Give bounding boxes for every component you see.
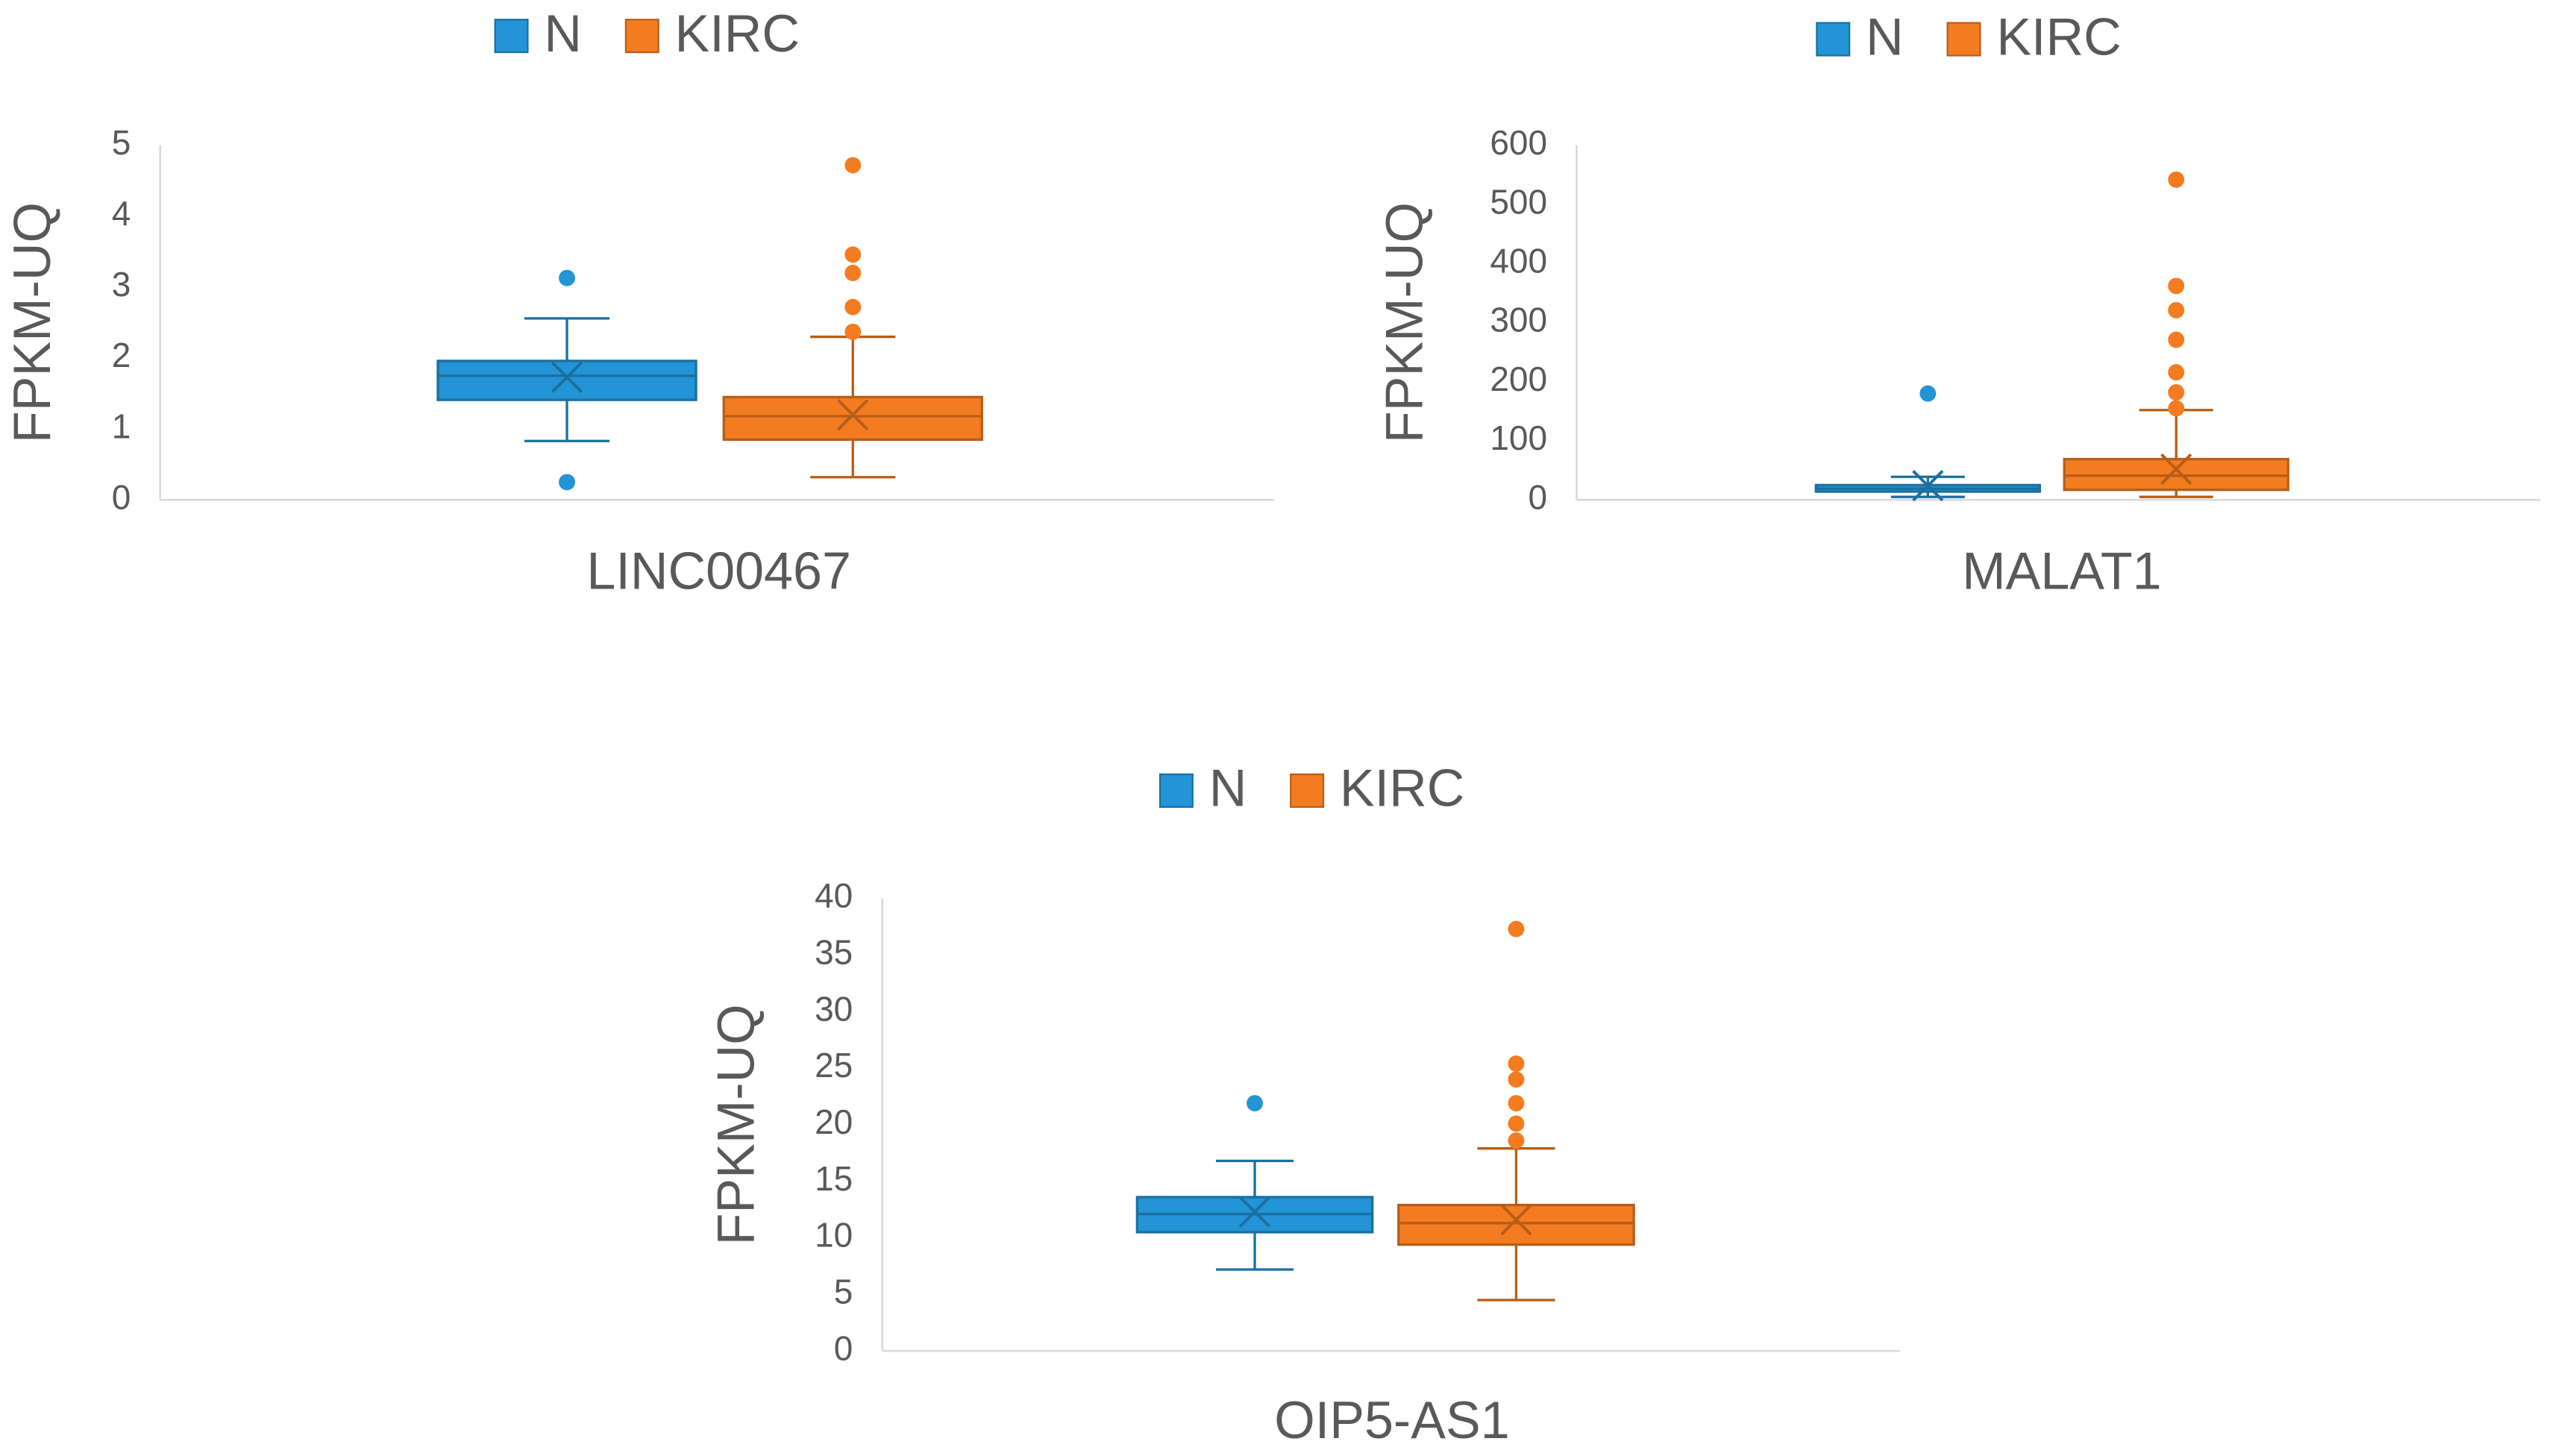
y-tick-label: 35 <box>815 933 853 972</box>
y-tick-label: 0 <box>834 1328 853 1367</box>
outlier <box>844 157 862 174</box>
legend-swatch <box>1159 773 1194 808</box>
legend-swatch <box>1816 22 1851 57</box>
outlier <box>2168 364 2185 381</box>
outlier <box>2168 331 2185 348</box>
y-tick-label: 200 <box>1490 360 1547 398</box>
chart: 0 1 2 3 4 5 FPKM-UQ LINC00467 N KIRC <box>3 4 1275 600</box>
box <box>436 360 697 401</box>
outlier <box>1508 920 1525 938</box>
outlier <box>844 265 862 281</box>
outlier <box>2168 171 2185 188</box>
mean-marker <box>837 398 869 431</box>
box <box>1397 1203 1635 1246</box>
legend-swatch <box>624 19 659 54</box>
x-category-label: OIP5-AS1 <box>1274 1391 1510 1449</box>
outlier <box>1508 1095 1525 1111</box>
mean-marker <box>1238 1196 1271 1228</box>
outlier <box>1247 1095 1263 1111</box>
y-axis-label: FPKM-UQ <box>3 202 61 443</box>
y-tick-label: 25 <box>815 1046 853 1085</box>
y-tick-label: 10 <box>815 1216 853 1255</box>
outlier <box>559 474 575 491</box>
y-tick-label: 0 <box>1528 477 1547 516</box>
outlier <box>2168 301 2185 318</box>
y-tick-label: 600 <box>1490 123 1547 162</box>
y-tick-label: 4 <box>112 194 131 233</box>
y-axis-label: FPKM-UQ <box>707 1004 765 1245</box>
outlier <box>1508 1132 1525 1149</box>
legend-label: KIRC <box>1340 759 1464 818</box>
outlier <box>2168 277 2185 295</box>
legend-label: N <box>1866 7 1904 66</box>
y-tick-label: 500 <box>1490 182 1547 221</box>
x-category-label: LINC00467 <box>586 542 851 600</box>
legend-label: N <box>1209 759 1247 818</box>
mean-marker <box>551 361 583 393</box>
mean-marker <box>1912 470 1944 502</box>
chart: 0 100 200 300 400 500 600 FPKM-UQ MALAT1 N KIRC <box>1375 7 2541 600</box>
outlier <box>844 246 862 263</box>
y-tick-label: 20 <box>815 1102 853 1141</box>
outlier <box>1919 385 1937 402</box>
y-tick-label: 1 <box>112 407 131 445</box>
legend-label: KIRC <box>1996 7 2121 66</box>
legend-label: KIRC <box>675 4 800 63</box>
x-category-label: MALAT1 <box>1962 542 2161 600</box>
outlier <box>844 323 862 340</box>
legend-swatch <box>1946 22 1981 57</box>
y-tick-label: 100 <box>1490 418 1547 457</box>
y-tick-label: 0 <box>112 477 131 516</box>
y-tick-label: 5 <box>834 1273 853 1311</box>
legend-swatch <box>494 19 529 54</box>
legend-label: N <box>544 4 582 63</box>
outlier <box>1508 1071 1525 1088</box>
y-tick-label: 15 <box>815 1159 853 1198</box>
mean-marker <box>1500 1204 1532 1236</box>
outlier <box>1508 1055 1525 1072</box>
y-tick-label: 40 <box>815 876 853 915</box>
y-tick-label: 5 <box>112 123 131 162</box>
y-tick-label: 3 <box>112 265 131 304</box>
box <box>722 395 983 442</box>
y-tick-label: 400 <box>1490 241 1547 280</box>
legend-swatch <box>1290 773 1325 808</box>
mean-marker <box>2160 453 2192 486</box>
outlier <box>1508 1115 1525 1132</box>
y-tick-label: 30 <box>815 989 853 1028</box>
outlier <box>559 269 575 286</box>
y-tick-label: 2 <box>112 336 131 374</box>
chart: 0 5 10 15 20 25 30 35 40 FPKM-UQ OIP5-AS1 N KIRC <box>707 759 1901 1449</box>
y-axis-label: FPKM-UQ <box>1375 202 1433 443</box>
outlier <box>2168 400 2185 417</box>
outlier <box>844 298 862 316</box>
y-tick-label: 300 <box>1490 301 1547 339</box>
outlier <box>2168 384 2185 401</box>
